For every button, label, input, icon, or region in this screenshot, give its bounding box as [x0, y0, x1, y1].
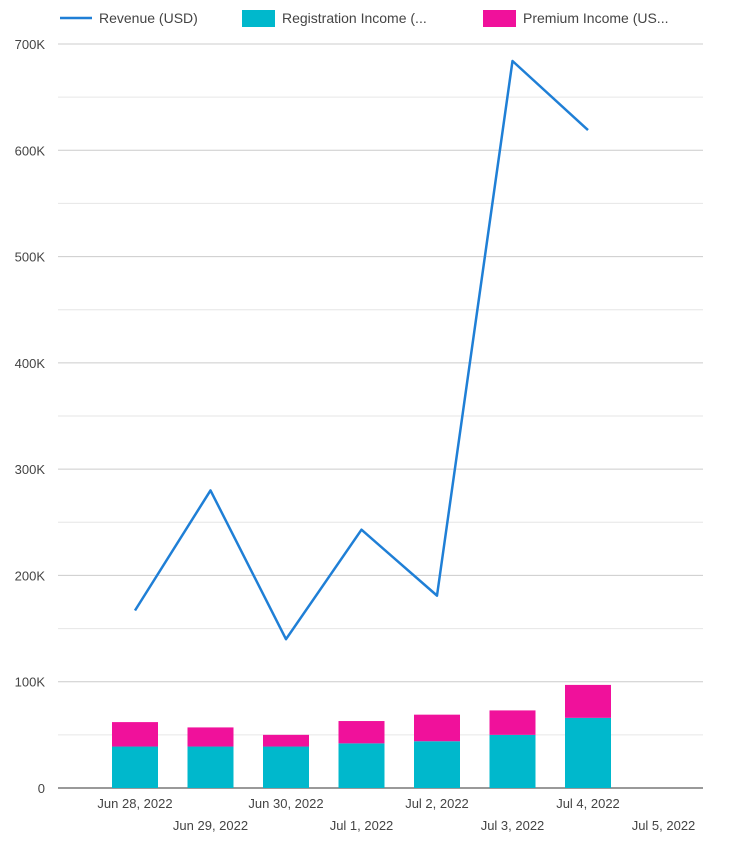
legend: Revenue (USD) Registration Income (... Pre… [60, 10, 668, 27]
bar-registration-income [338, 743, 385, 788]
y-axis-tick-labels: 0 100K 200K 300K 400K 500K 600K 700K [15, 37, 46, 796]
y-tick-label: 700K [15, 37, 46, 52]
bar-registration-income [112, 746, 158, 788]
bar-registration-income [414, 741, 460, 788]
bar-registration-income [489, 734, 536, 788]
x-tick-label: Jul 4, 2022 [556, 796, 620, 811]
legend-label-registration-income: Registration Income (... [282, 10, 427, 26]
bar-registration-income [263, 746, 309, 788]
x-tick-label: Jun 30, 2022 [248, 796, 323, 811]
y-tick-label: 600K [15, 143, 46, 158]
bar-premium-income [489, 710, 536, 735]
y-tick-label: 200K [15, 568, 46, 583]
x-tick-label: Jun 28, 2022 [97, 796, 172, 811]
x-tick-label: Jul 3, 2022 [481, 818, 545, 833]
y-tick-label: 100K [15, 675, 46, 690]
revenue-line-layer [133, 59, 589, 641]
bars [112, 684, 611, 788]
x-tick-label: Jul 1, 2022 [330, 818, 394, 833]
bar-premium-income [565, 684, 611, 718]
y-tick-label: 400K [15, 356, 46, 371]
bar-registration-income [565, 717, 611, 788]
bar-registration-income [187, 746, 234, 788]
legend-swatch-premium-income [483, 10, 516, 27]
legend-swatch-registration-income [242, 10, 275, 27]
bar-premium-income [187, 727, 234, 747]
y-tick-label: 300K [15, 462, 46, 477]
x-tick-label: Jul 2, 2022 [405, 796, 469, 811]
bar-premium-income [414, 714, 460, 742]
y-tick-label: 500K [15, 250, 46, 265]
x-tick-label: Jul 5, 2022 [632, 818, 696, 833]
bar-premium-income [112, 722, 158, 747]
bar-premium-income [263, 734, 309, 747]
gridlines [58, 43, 703, 789]
revenue-line [133, 59, 589, 641]
legend-label-premium-income: Premium Income (US... [523, 10, 668, 26]
bar-premium-income [338, 721, 385, 744]
legend-label-revenue: Revenue (USD) [99, 10, 198, 26]
y-tick-label: 0 [38, 781, 45, 796]
x-tick-label: Jun 29, 2022 [173, 818, 248, 833]
